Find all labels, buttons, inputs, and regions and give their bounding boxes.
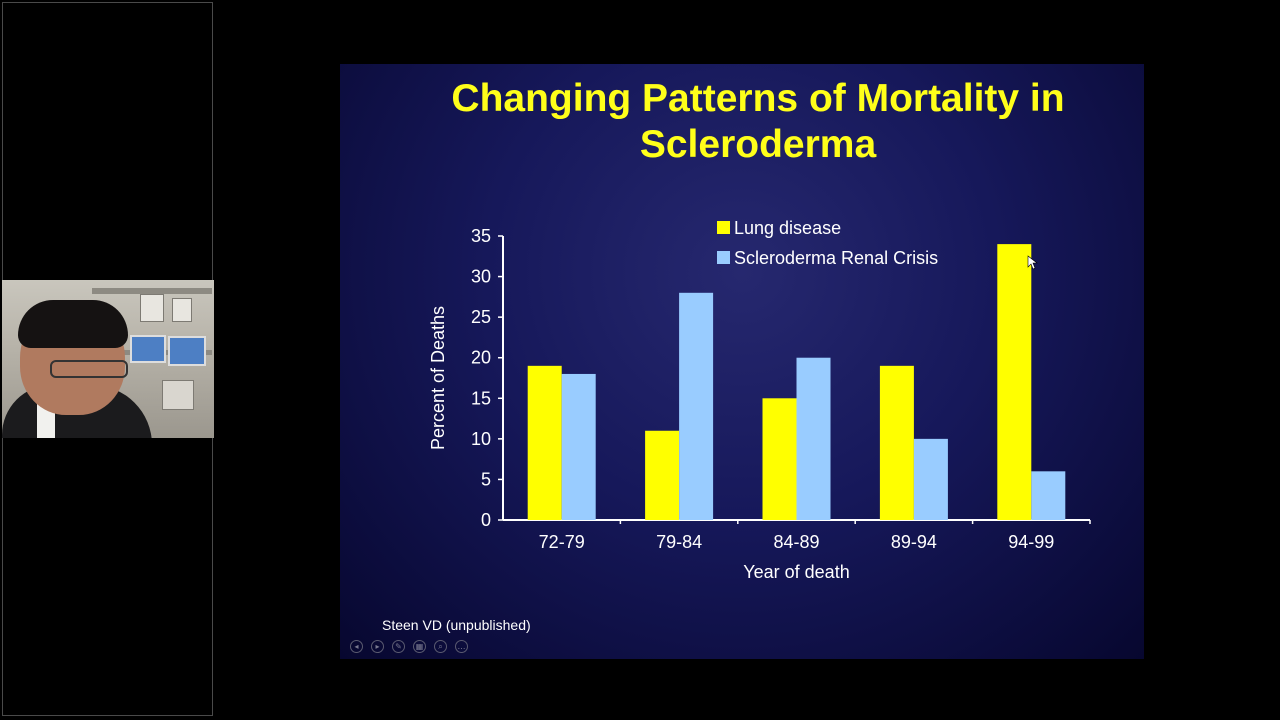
y-tick-label: 25: [471, 307, 491, 327]
bar-lung-disease-89-94: [879, 365, 914, 520]
x-tick-label: 72-79: [539, 532, 585, 552]
y-tick-label: 30: [471, 267, 491, 287]
bar-renal-crisis-79-84: [679, 292, 714, 520]
legend-label: Lung disease: [734, 218, 841, 238]
y-axis-label: Percent of Deaths: [428, 306, 448, 450]
webcam-item: [168, 336, 206, 366]
bar-chart: 0 5 10 15 20 25 30 35 72-79 79-84 84-89 89-94 94-99 Y…: [428, 218, 1091, 582]
y-tick-label: 35: [471, 226, 491, 246]
person-glasses: [50, 360, 128, 378]
webcam-item: [162, 380, 194, 410]
slide-footnote: Steen VD (unpublished): [382, 617, 531, 633]
zoom-icon[interactable]: ⌕: [434, 640, 447, 653]
slide-title-line1: Changing Patterns of Mortality in: [451, 77, 1065, 120]
x-tick-label: 94-99: [1008, 532, 1054, 552]
previous-slide-icon[interactable]: ◂: [350, 640, 363, 653]
legend-label: Scleroderma Renal Crisis: [734, 248, 938, 268]
x-tick-label: 79-84: [656, 532, 702, 552]
webcam-shelf: [92, 288, 212, 294]
slide-title: Changing Patterns of Mortality in Sclero…: [340, 76, 1144, 168]
legend-swatch: [717, 221, 730, 234]
presentation-slide: Changing Patterns of Mortality in Sclero…: [340, 64, 1144, 659]
bar-renal-crisis-84-89: [796, 357, 831, 520]
y-tick-label: 15: [471, 388, 491, 408]
webcam-video: [2, 280, 214, 438]
bar-lung-disease-84-89: [762, 398, 797, 520]
person-hair: [18, 300, 128, 348]
x-tick-label: 84-89: [773, 532, 819, 552]
bar-lung-disease-79-84: [645, 430, 680, 520]
x-axis-label: Year of death: [743, 562, 849, 582]
slide-title-line2: Scleroderma: [639, 123, 877, 166]
y-tick-label: 20: [471, 348, 491, 368]
y-tick-label: 10: [471, 429, 491, 449]
webcam-item: [140, 294, 164, 322]
mouse-cursor-icon: [1027, 255, 1038, 270]
y-tick-label: 5: [481, 469, 491, 489]
bar-renal-crisis-72-79: [561, 373, 596, 520]
next-slide-icon[interactable]: ▸: [371, 640, 384, 653]
bar-lung-disease-94-99: [997, 244, 1032, 520]
more-options-icon[interactable]: …: [455, 640, 468, 653]
webcam-item: [172, 298, 192, 322]
bar-lung-disease-72-79: [527, 365, 562, 520]
slide-controls: ◂ ▸ ✎ ▦ ⌕ …: [350, 640, 468, 653]
y-tick-label: 0: [481, 510, 491, 530]
bar-renal-crisis-94-99: [1031, 471, 1066, 520]
grid-view-icon[interactable]: ▦: [413, 640, 426, 653]
webcam-item: [130, 335, 166, 363]
pen-icon[interactable]: ✎: [392, 640, 405, 653]
legend-swatch: [717, 251, 730, 264]
x-tick-label: 89-94: [891, 532, 937, 552]
bar-renal-crisis-89-94: [913, 438, 948, 520]
